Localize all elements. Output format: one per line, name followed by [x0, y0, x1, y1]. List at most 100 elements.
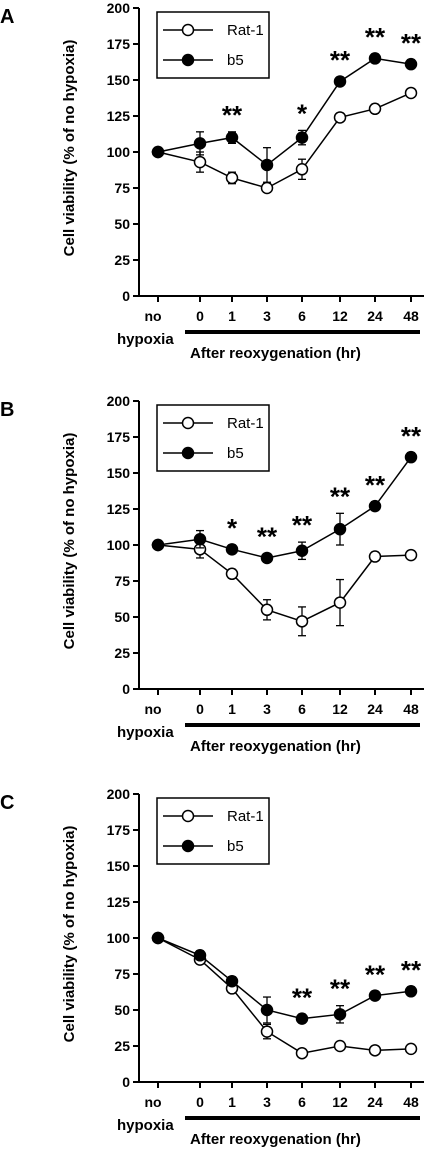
x-tick-label: 6: [298, 701, 306, 717]
panel-letter: C: [0, 792, 14, 814]
y-tick-label: 50: [114, 216, 130, 232]
data-point-b5: [260, 158, 274, 172]
data-point-rat-1: [333, 1039, 347, 1053]
data-point-rat-1: [295, 1046, 309, 1060]
significance-marker: **: [401, 955, 422, 985]
y-tick-label: 25: [114, 252, 130, 268]
y-tick-label: 175: [107, 822, 131, 838]
significance-marker: **: [330, 974, 351, 1004]
y-tick-label: 100: [107, 930, 131, 946]
y-tick-label: 0: [122, 288, 130, 304]
y-tick-label: 25: [114, 1038, 130, 1054]
data-point-b5: [295, 544, 309, 558]
data-point-b5: [260, 551, 274, 565]
reoxygenation-label: After reoxygenation (hr): [190, 345, 361, 362]
x-tick-label: no: [144, 308, 161, 324]
data-point-b5: [333, 1008, 347, 1021]
series-line-b5: [157, 937, 412, 1020]
y-axis-label: Cell viability (% of no hypoxia): [61, 40, 78, 257]
data-point-b5: [151, 931, 165, 945]
x-tick-label: 3: [263, 308, 271, 324]
series-line-rat-1: [157, 544, 412, 623]
significance-marker: **: [292, 982, 313, 1012]
x-tick-label: 48: [403, 701, 419, 717]
significance-marker: **: [365, 959, 386, 989]
x-tick-label: 3: [263, 1094, 271, 1110]
x-tick-label: 1: [228, 701, 236, 717]
data-point-b5: [151, 145, 165, 159]
legend-label: Rat-1: [227, 415, 264, 432]
y-tick-label: 75: [114, 180, 130, 196]
x-tick-label: 0: [196, 1094, 204, 1110]
x-tick-label: 1: [228, 1094, 236, 1110]
data-point-b5: [151, 538, 165, 552]
y-tick-label: 50: [114, 1002, 130, 1018]
data-point-rat-1: [295, 163, 309, 176]
y-tick-label: 75: [114, 966, 130, 982]
data-point-b5: [368, 499, 382, 513]
legend-label: b5: [227, 445, 244, 462]
y-tick-label: 150: [107, 465, 131, 481]
data-point-rat-1: [260, 1025, 274, 1038]
y-tick-label: 100: [107, 537, 131, 553]
x-tick-label: 24: [367, 701, 383, 717]
y-tick-label: 125: [107, 501, 131, 517]
data-point-rat-1: [333, 596, 347, 609]
y-tick-label: 175: [107, 429, 131, 445]
panel-letter: B: [0, 399, 14, 421]
x-tick-label: 6: [298, 1094, 306, 1110]
legend-label: b5: [227, 52, 244, 69]
y-tick-label: 200: [107, 0, 131, 16]
y-tick-label: 100: [107, 144, 131, 160]
legend-label: Rat-1: [227, 22, 264, 39]
legend: [156, 404, 270, 472]
x-tick-label: 48: [403, 308, 419, 324]
data-point-b5: [295, 1012, 309, 1025]
significance-marker: **: [292, 510, 313, 540]
y-tick-label: 25: [114, 645, 130, 661]
chart-panel-a: A 0 25 50 75 100 125 150 175 200 no 0 1 3 6 12 24 48 Cell …: [0, 0, 424, 362]
data-point-rat-1: [333, 111, 347, 124]
x-tick-label: 0: [196, 701, 204, 717]
y-tick-label: 200: [107, 786, 131, 802]
x-tick-label: 12: [332, 701, 348, 717]
data-point-b5: [193, 532, 207, 546]
reoxygenation-label: After reoxygenation (hr): [190, 738, 361, 755]
x-tick-label: 1: [228, 308, 236, 324]
legend-label: b5: [227, 838, 244, 855]
panel-letter: A: [0, 6, 14, 28]
reoxygenation-label: After reoxygenation (hr): [190, 1131, 361, 1148]
y-tick-label: 0: [122, 681, 130, 697]
data-point-b5: [225, 131, 239, 144]
significance-marker: **: [365, 22, 386, 52]
data-point-rat-1: [368, 102, 382, 116]
x-tick-label: 0: [196, 308, 204, 324]
legend-marker: [181, 839, 195, 853]
data-point-rat-1: [193, 155, 207, 169]
data-point-rat-1: [225, 567, 239, 581]
significance-marker: **: [257, 522, 278, 552]
data-point-b5: [404, 57, 418, 71]
legend: [156, 797, 270, 865]
y-tick-label: 0: [122, 1074, 130, 1090]
significance-marker: *: [297, 98, 308, 128]
hypoxia-label: hypoxia: [117, 724, 174, 741]
hypoxia-label: hypoxia: [117, 1117, 174, 1134]
data-point-rat-1: [404, 86, 418, 100]
chart-panel-b: B 0 25 50 75 100 125 150 175 200 no 0 1 3 6 12 24 48 Cell …: [0, 393, 424, 755]
legend-marker: [181, 446, 195, 460]
y-axis-label: Cell viability (% of no hypoxia): [61, 433, 78, 650]
data-point-rat-1: [404, 548, 418, 562]
significance-marker: *: [227, 513, 238, 543]
data-point-b5: [260, 1003, 274, 1017]
hypoxia-label: hypoxia: [117, 331, 174, 348]
significance-marker: **: [401, 421, 422, 451]
x-tick-label: no: [144, 701, 161, 717]
significance-marker: **: [401, 28, 422, 58]
data-point-rat-1: [260, 181, 274, 195]
y-tick-label: 150: [107, 72, 131, 88]
significance-marker: **: [222, 100, 243, 130]
chart-panel-c: C 0 25 50 75 100 125 150 175 200 no 0 1 3 6 12 24 48 Cell …: [0, 786, 424, 1148]
data-point-b5: [193, 137, 207, 150]
